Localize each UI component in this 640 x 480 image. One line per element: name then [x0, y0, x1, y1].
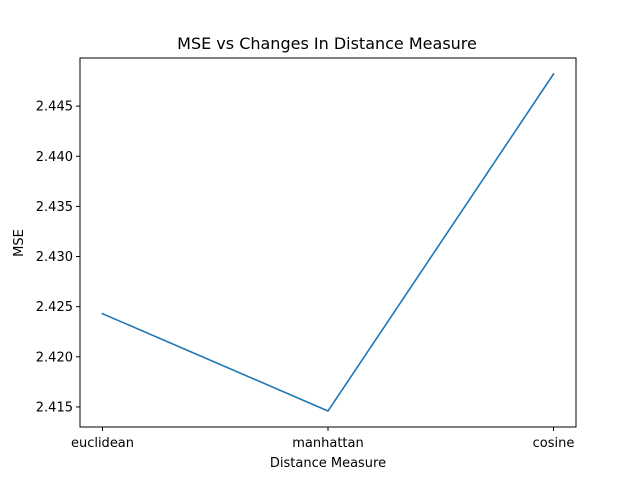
y-tick-label: 2.445 [36, 100, 73, 115]
series-layer [101, 72, 555, 412]
data-point [327, 410, 329, 412]
plot-area-frame [79, 57, 577, 428]
x-axis-label: Distance Measure [270, 456, 386, 471]
chart-title: MSE vs Changes In Distance Measure [177, 34, 477, 53]
x-tick-label: cosine [533, 436, 575, 451]
x-tick-label: manhattan [292, 436, 363, 451]
y-tick-label: 2.435 [36, 200, 73, 215]
x-axis: euclidean manhattan cosine [71, 427, 574, 451]
y-tick-label: 2.420 [36, 350, 73, 365]
series-line [101, 72, 555, 412]
data-point [101, 312, 104, 315]
x-tick-label: euclidean [71, 436, 134, 451]
y-axis-label: MSE [12, 229, 27, 257]
data-point [552, 73, 555, 75]
y-tick-label: 2.440 [36, 150, 73, 165]
y-tick-label: 2.430 [36, 250, 73, 265]
y-tick-label: 2.425 [36, 300, 73, 315]
y-tick-label: 2.415 [36, 400, 73, 415]
y-axis: 2.415 2.420 2.425 2.430 2.435 2.440 2.445 [36, 100, 80, 415]
